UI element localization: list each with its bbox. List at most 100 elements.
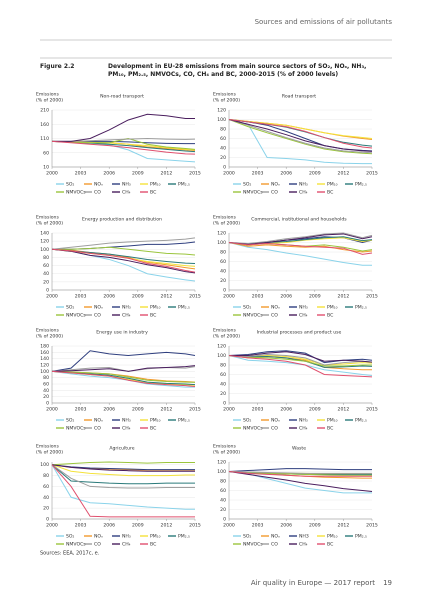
series-line xyxy=(228,119,373,152)
series-line xyxy=(52,137,196,142)
y-tick-label: 40 xyxy=(220,269,226,275)
series-line xyxy=(51,464,195,510)
series-line xyxy=(51,248,196,270)
series-line xyxy=(228,471,373,492)
y-tick-label: 0 xyxy=(223,401,226,407)
y-tick-label: 120 xyxy=(40,239,49,245)
y-tick-label: 40 xyxy=(220,498,226,504)
legend-label: PM₂.₅ xyxy=(355,418,367,424)
legend-label: SO₂ xyxy=(66,534,75,540)
y-axis-label: Emissions xyxy=(36,215,59,221)
series-line xyxy=(51,464,195,489)
x-tick-label: 2006 xyxy=(103,523,115,529)
y-tick-label: 20 xyxy=(43,279,49,285)
y-tick-label: 40 xyxy=(43,271,49,277)
y-tick-label: 0 xyxy=(223,517,226,523)
series-line xyxy=(228,355,372,367)
x-tick-label: 2003 xyxy=(252,294,264,300)
legend-label: NMVOCs xyxy=(66,426,86,432)
series-line xyxy=(51,237,196,250)
y-axis-label: Emissions xyxy=(213,92,236,98)
y-tick-label: 100 xyxy=(217,117,226,123)
x-tick-label: 2000 xyxy=(223,294,235,300)
legend-label: BC xyxy=(150,426,156,432)
legend-label: CO xyxy=(94,542,101,548)
legend-label: PM₁₀ xyxy=(150,534,161,540)
x-tick-label: 2012 xyxy=(338,171,350,177)
legend-label: NOₓ xyxy=(94,534,103,540)
y-tick-label: 160 xyxy=(40,350,49,356)
legend-label: SO₂ xyxy=(243,182,252,188)
y-axis-label: Emissions xyxy=(213,444,236,450)
x-tick-label: 2012 xyxy=(161,171,173,177)
series-line xyxy=(229,351,373,363)
x-tick-label: 2006 xyxy=(103,407,115,413)
x-tick-label: 2015 xyxy=(366,407,378,413)
legend-label: NOₓ xyxy=(271,534,280,540)
x-tick-label: 2012 xyxy=(161,294,173,300)
y-tick-label: 0 xyxy=(46,517,49,523)
legend-label: NOₓ xyxy=(94,305,103,311)
x-tick-label: 2012 xyxy=(338,523,350,529)
legend-label: NMVOCs xyxy=(66,313,86,319)
x-tick-label: 2009 xyxy=(132,171,144,177)
y-tick-label: 20 xyxy=(43,394,49,400)
legend-label: CH₄ xyxy=(122,426,131,432)
legend-label: CH₄ xyxy=(299,426,308,432)
y-tick-label: 100 xyxy=(217,469,226,475)
y-axis-label: (% of 2000) xyxy=(36,98,63,104)
series-line xyxy=(52,113,195,142)
legend-label: CO xyxy=(271,313,278,319)
y-tick-label: 40 xyxy=(220,382,226,388)
chart-title: Energy use in industry xyxy=(96,330,148,336)
y-tick-label: 60 xyxy=(43,382,49,388)
legend-label: CO xyxy=(271,542,278,548)
y-tick-label: 60 xyxy=(220,259,226,265)
series-line xyxy=(51,464,195,471)
legend-label: CH₄ xyxy=(122,190,131,196)
x-tick-label: 2003 xyxy=(252,523,264,529)
y-tick-label: 20 xyxy=(220,155,226,161)
x-tick-label: 2012 xyxy=(161,407,173,413)
y-tick-label: 60 xyxy=(220,136,226,142)
x-tick-label: 2000 xyxy=(46,294,58,300)
y-tick-label: 0 xyxy=(46,401,49,407)
legend-label: CO xyxy=(94,426,101,432)
y-axis-label: (% of 2000) xyxy=(213,334,240,340)
series-line xyxy=(51,350,196,372)
x-tick-label: 2015 xyxy=(189,294,201,300)
x-tick-label: 2000 xyxy=(46,171,58,177)
legend-label: CH₄ xyxy=(122,542,131,548)
x-tick-label: 2003 xyxy=(75,171,87,177)
y-tick-label: 0 xyxy=(223,288,226,294)
y-tick-label: 80 xyxy=(220,127,226,133)
legend-label: PM₁₀ xyxy=(150,305,161,311)
series-line xyxy=(51,464,195,477)
series-line xyxy=(228,471,372,477)
legend-label: PM₂.₅ xyxy=(178,305,190,311)
x-tick-label: 2006 xyxy=(280,294,292,300)
series-line xyxy=(228,119,373,152)
y-tick-label: 210 xyxy=(40,108,49,114)
y-axis-label: (% of 2000) xyxy=(213,98,240,104)
legend-label: NOₓ xyxy=(271,418,280,424)
x-tick-label: 2015 xyxy=(366,171,378,177)
legend-label: CO xyxy=(94,313,101,319)
legend-label: CH₄ xyxy=(299,313,308,319)
x-tick-label: 2015 xyxy=(189,523,201,529)
y-tick-label: 80 xyxy=(43,473,49,479)
legend-label: NH₃ xyxy=(122,418,131,424)
legend-label: NH₃ xyxy=(122,305,131,311)
y-tick-label: 60 xyxy=(43,263,49,269)
chart-title: Non-road transport xyxy=(100,94,144,100)
legend-label: NMVOCs xyxy=(66,542,86,548)
series-line xyxy=(228,242,373,253)
y-tick-label: 100 xyxy=(217,353,226,359)
legend-label: PM₁₀ xyxy=(327,305,338,311)
x-tick-label: 2003 xyxy=(75,407,87,413)
series-line xyxy=(51,464,195,472)
series-line xyxy=(228,119,373,149)
series-line xyxy=(51,140,196,163)
y-tick-label: 20 xyxy=(43,506,49,512)
x-tick-label: 2015 xyxy=(366,294,378,300)
